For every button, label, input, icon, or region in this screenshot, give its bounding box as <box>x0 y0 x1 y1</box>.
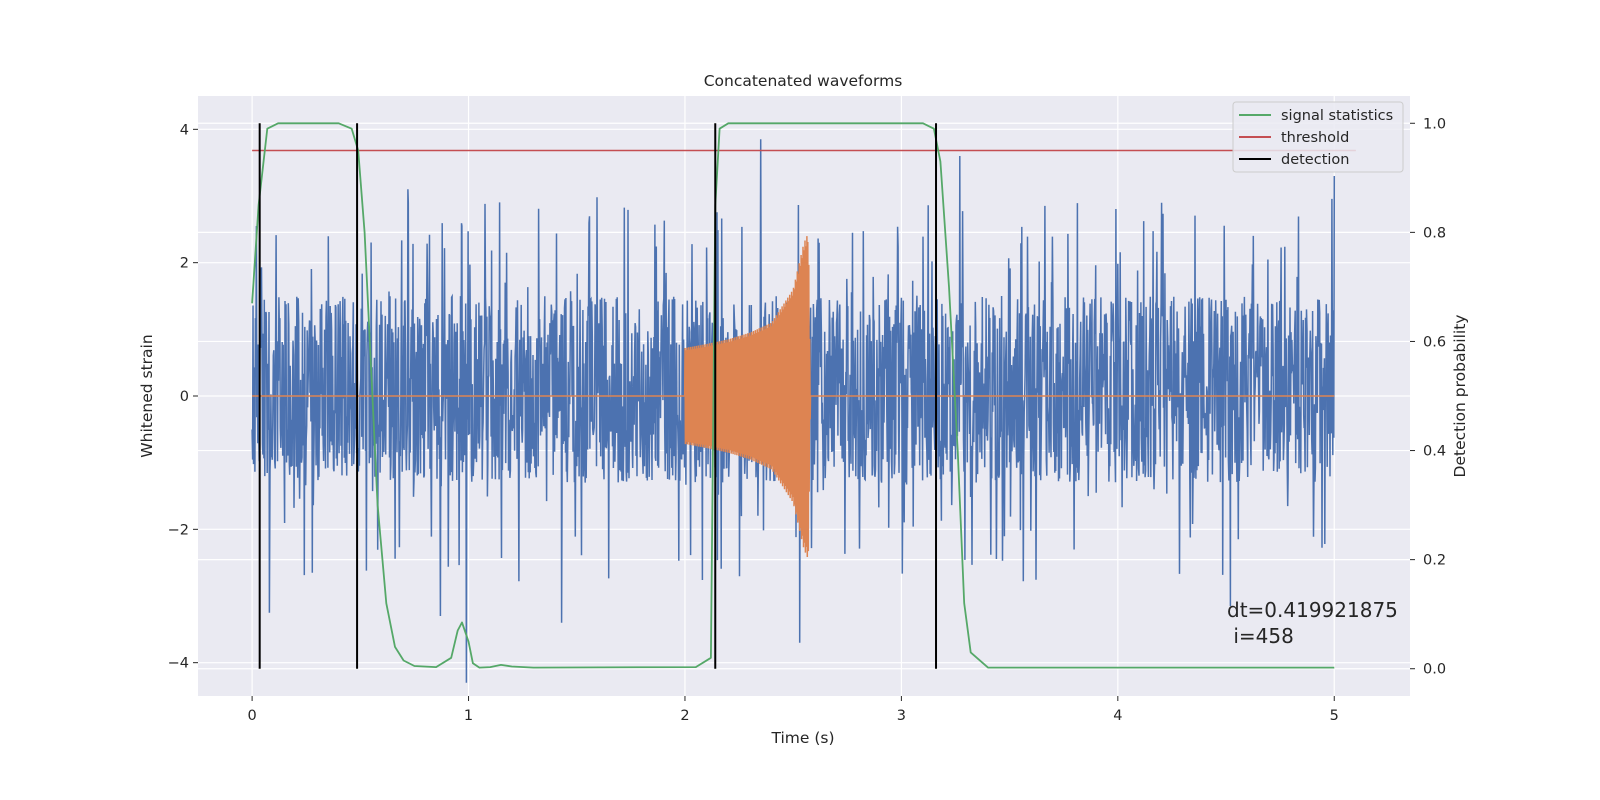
y2-axis-label: Detection probability <box>1451 315 1469 478</box>
y2-tick-label: 0.2 <box>1423 553 1446 569</box>
y-tick-label: 4 <box>180 122 189 138</box>
x-tick-label: 1 <box>464 708 473 724</box>
x-axis-label: Time (s) <box>770 729 834 747</box>
y2-tick-label: 0.6 <box>1423 334 1446 350</box>
y-tick-label: −4 <box>168 656 189 672</box>
y2-tick-label: 1.0 <box>1423 116 1446 132</box>
x-tick-label: 4 <box>1113 708 1122 724</box>
x-tick-label: 5 <box>1330 708 1339 724</box>
legend-label: signal statistics <box>1281 108 1393 124</box>
legend-label: detection <box>1281 152 1349 168</box>
y2-tick-label: 0.0 <box>1423 662 1446 678</box>
y2-tick-label: 0.4 <box>1423 444 1446 460</box>
chart-title: Concatenated waveforms <box>704 72 903 90</box>
y-tick-label: 0 <box>180 389 189 405</box>
legend-label: threshold <box>1281 130 1349 146</box>
legend-frame <box>1232 101 1404 173</box>
x-tick-label: 3 <box>897 708 906 724</box>
injected-signal-line <box>252 236 1335 558</box>
y-axis-label: Whitened strain <box>138 334 156 457</box>
y2-tick-label: 0.8 <box>1423 225 1446 241</box>
x-tick-label: 0 <box>247 708 256 724</box>
y-tick-label: −2 <box>168 522 189 538</box>
y-tick-label: 2 <box>180 256 189 272</box>
plot-area: 0 1 2 3 4 5 −4 −2 0 2 4 0.0 0.2 0.4 0.6 0.8 1.0 <box>168 96 1446 724</box>
annotation-dt: dt=0.419921875 <box>1227 598 1398 622</box>
x-tick-label: 2 <box>680 708 689 724</box>
annotation-index: i=458 <box>1227 624 1294 648</box>
legend: signal statistics threshold detection <box>1232 101 1404 173</box>
